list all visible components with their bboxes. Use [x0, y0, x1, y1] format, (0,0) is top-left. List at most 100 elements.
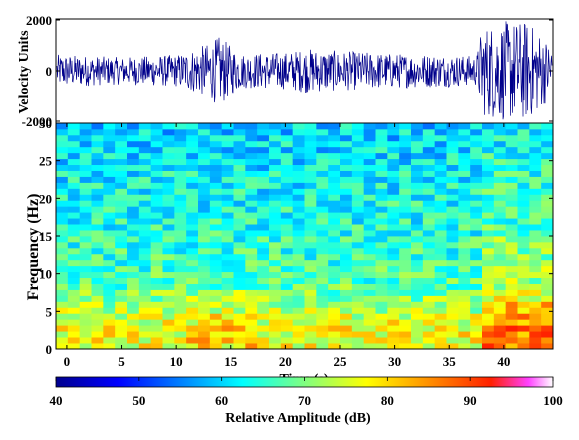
spectrogram-cell — [446, 289, 459, 296]
spectrogram-cell — [162, 319, 175, 326]
spectrogram-cell — [162, 152, 175, 160]
spectrogram-cell — [115, 158, 128, 166]
spectrogram-cell — [387, 337, 400, 344]
spectrogram-cell — [127, 289, 140, 296]
spectrogram-cell — [458, 307, 471, 314]
spectrogram-cell — [269, 236, 282, 243]
spectrogram-cell — [493, 158, 507, 166]
spectrogram-cell — [529, 164, 542, 171]
spectrogram-cell — [316, 128, 329, 136]
spectrogram-cell — [162, 295, 175, 302]
spectrogram-cell — [269, 295, 282, 302]
spectrogram-cell — [434, 253, 447, 261]
spectrogram-cell — [162, 164, 175, 171]
spectrogram-cell — [517, 265, 530, 273]
spectrogram-cell — [150, 224, 163, 231]
spectrogram-cell — [387, 158, 400, 166]
spectrogram-cell — [257, 170, 270, 177]
spectrogram-cell — [292, 283, 305, 290]
spectrogram-cell — [269, 325, 282, 332]
spectrogram-cell — [56, 283, 69, 290]
spectrogram-cell — [316, 331, 329, 338]
spectrogram-cell — [482, 212, 495, 219]
spectrogram-cell — [434, 307, 447, 314]
spectrogram-cell — [328, 325, 341, 332]
spectrogram-cell — [233, 253, 246, 261]
spectrogram-cell — [257, 241, 270, 249]
spectrogram-cell — [174, 212, 187, 219]
spectrogram-cell — [162, 283, 175, 290]
spectrogram-cell — [103, 218, 116, 225]
spectrogram-cell — [541, 331, 554, 338]
spectrogram-cell — [127, 140, 140, 148]
spectrogram-cell — [79, 331, 92, 338]
spectrogram-cell — [340, 337, 353, 344]
spectrogram-cell — [186, 271, 199, 279]
spectrogram-cell — [529, 140, 542, 148]
spectrogram-cell — [340, 146, 353, 154]
spectrogram-cell — [470, 176, 483, 183]
y-tick-label: 25 — [39, 154, 53, 169]
spectrogram-cell — [292, 295, 305, 302]
spectrogram-cell — [351, 152, 365, 160]
spectrogram-cell — [470, 152, 483, 160]
spectrogram-cell — [363, 331, 376, 338]
spectrogram-cell — [245, 236, 258, 243]
spectrogram-cell — [233, 277, 246, 284]
spectrogram-cell — [257, 128, 270, 136]
spectrogram-cell — [351, 158, 365, 166]
spectrogram-cell — [103, 182, 116, 189]
spectrogram-cell — [79, 176, 92, 183]
spectrogram-cell — [79, 247, 92, 255]
spectrogram-cell — [493, 307, 507, 314]
spectrogram-cell — [103, 188, 116, 195]
spectrogram-cell — [280, 331, 294, 338]
spectrogram-cell — [186, 241, 199, 249]
spectrogram-cell — [292, 343, 305, 350]
spectrogram-cell — [233, 337, 246, 344]
spectrogram-cell — [209, 289, 223, 296]
x-tick-label: 0 — [64, 354, 71, 369]
spectrogram-cell — [174, 218, 187, 225]
spectrogram-cell — [411, 194, 424, 201]
spectrogram-cell — [422, 343, 436, 350]
spectrogram-cell — [458, 176, 471, 183]
spectrogram-cell — [257, 301, 270, 308]
spectrogram-cell — [138, 212, 152, 219]
spectrogram-cell — [138, 247, 152, 255]
spectrogram-cell — [434, 295, 447, 302]
spectrogram-cell — [505, 331, 518, 338]
spectrogram-cell — [446, 337, 459, 344]
spectrogram-cell — [115, 182, 128, 189]
spectrogram-cell — [529, 123, 542, 130]
spectrogram-cell — [529, 289, 542, 296]
spectrogram-cell — [138, 337, 152, 344]
spectrogram-cell — [138, 188, 152, 195]
spectrogram-cell — [387, 146, 400, 154]
spectrogram-cell — [91, 301, 104, 308]
spectrogram-cell — [517, 128, 530, 136]
spectrogram-cell — [340, 194, 353, 201]
spectrogram-cell — [138, 158, 152, 166]
spectrogram-cell — [411, 307, 424, 314]
spectrogram-cell — [292, 307, 305, 314]
spectrogram-cell — [505, 230, 518, 237]
spectrogram-cell — [233, 319, 246, 326]
spectrogram-cell — [304, 194, 317, 201]
spectrogram-cell — [411, 301, 424, 308]
spectrogram-cell — [328, 140, 341, 148]
spectrogram-cell — [505, 259, 518, 267]
spectrogram-cell — [245, 343, 258, 350]
spectrogram-cell — [340, 123, 353, 130]
spectrogram-cell — [79, 313, 92, 320]
spectrogram-cell — [505, 277, 518, 284]
spectrogram-cell — [363, 152, 376, 160]
spectrogram-cell — [209, 128, 223, 136]
spectrogram-cell — [292, 247, 305, 255]
spectrogram-cell — [269, 123, 282, 130]
spectrogram-cell — [482, 289, 495, 296]
spectrogram-cell — [269, 247, 282, 255]
spectrogram-cell — [115, 230, 128, 237]
spectrogram-cell — [363, 295, 376, 302]
spectrogram-cell — [174, 152, 187, 160]
